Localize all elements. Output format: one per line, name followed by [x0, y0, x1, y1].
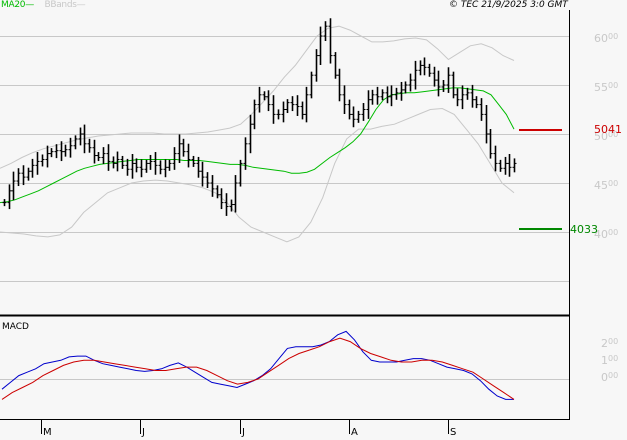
macd-tick-label: 200: [601, 337, 619, 350]
price-gridlines: [0, 36, 569, 380]
macd-line: [1, 330, 514, 400]
time-tick-label: S: [450, 427, 457, 438]
price-tick-label: 5500: [594, 81, 619, 94]
signal-line: [1, 337, 515, 400]
macd-panel-title: MACD: [2, 322, 29, 332]
chart-legend: MA20— BBands—: [1, 0, 86, 10]
macd-lines: [1, 330, 515, 400]
ma20-line: [0, 87, 515, 204]
support-level-label: 4033: [570, 223, 598, 236]
legend-bbands[interactable]: BBands—: [44, 0, 86, 10]
ma20-path: [0, 87, 515, 204]
bband-upper: [0, 25, 515, 169]
price-tick-label: 5000: [594, 130, 619, 143]
resistance-level-label: 5041: [594, 123, 622, 136]
support-resistance-levels: [519, 129, 562, 230]
bband-lower: [0, 107, 515, 243]
price-tick-label: 4500: [594, 179, 619, 192]
time-tick-label: J: [242, 427, 245, 438]
price-bars: [2, 18, 517, 216]
chart-frame: [0, 10, 570, 434]
copyright-timestamp: © TEC 21/9/2025 3:0 GMT: [449, 0, 568, 10]
macd-tick-label: 100: [601, 354, 619, 367]
time-tick-label: M: [43, 427, 52, 438]
bollinger-bands: [0, 25, 515, 243]
time-tick-label: A: [351, 427, 358, 438]
price-tick-label: 6000: [594, 32, 619, 45]
time-tick-label: J: [142, 427, 145, 438]
legend-ma20[interactable]: MA20—: [1, 0, 34, 10]
macd-tick-label: 000: [601, 371, 619, 384]
price-tick-label: 4000: [594, 228, 619, 241]
